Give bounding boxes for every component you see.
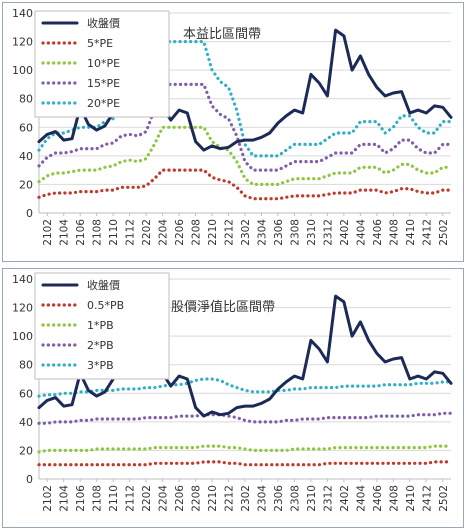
series-line-1: [37, 460, 453, 467]
x-tick-label: 2212: [224, 219, 236, 246]
x-tick-label: 2302: [240, 219, 252, 246]
x-tick-label: 2308: [289, 219, 301, 246]
series-line-0: [37, 28, 453, 152]
pe-band-chart: 0 20 40 60 80 100 120 140 2102 2104 2106 2108 2110 21…: [12, 7, 453, 246]
x-tick-label: 2102: [42, 219, 54, 246]
x-tick-label: 2206: [174, 485, 186, 512]
pe-band-chart-panel: 0 20 40 60 80 100 120 140 2102 2104 2106 2108 2110 21…: [2, 2, 464, 262]
x-tick-label: 2210: [207, 485, 219, 512]
x-tick-label: 2206: [174, 219, 186, 246]
chart-title: 本益比區間帶: [183, 27, 261, 42]
legend-label: 2*PB: [87, 339, 114, 352]
legend-label: 3*PB: [87, 359, 114, 372]
y-tick-label: 0: [26, 473, 33, 486]
x-tick-label: 2502: [438, 485, 450, 512]
x-tick-label: 2306: [273, 219, 285, 246]
legend-label: 20*PE: [87, 97, 120, 110]
x-tick-label: 2208: [191, 219, 203, 246]
x-tick-label: 2304: [256, 219, 268, 246]
x-tick-label: 2112: [125, 219, 137, 246]
pb-band-chart: 0 20 40 60 80 100 120 140 2102 2104 2106 2108 2110 21…: [12, 272, 453, 512]
x-tick-label: 2402: [339, 485, 351, 512]
x-tick-label: 2502: [438, 219, 450, 246]
legend-label: 5*PE: [87, 37, 113, 50]
y-tick-label: 20: [19, 444, 33, 457]
chart-title: 股價淨值比區間帶: [171, 299, 275, 315]
y-tick-label: 40: [19, 150, 33, 163]
legend-label: 收盤價: [87, 16, 120, 30]
x-tick-label: 2406: [372, 219, 384, 246]
x-tick-label: 2312: [322, 219, 334, 246]
x-tick-label: 2212: [224, 485, 236, 512]
x-tick-label: 2404: [355, 219, 367, 246]
x-tick-label: 2106: [75, 219, 87, 246]
x-tick-label: 2204: [158, 219, 170, 246]
x-tick-label: 2208: [191, 485, 203, 512]
y-tick-label: 100: [12, 330, 33, 343]
pb-band-chart-panel: 0 20 40 60 80 100 120 140 2102 2104 2106 2108 2110 21…: [2, 268, 464, 528]
y-tick-label: 80: [19, 93, 33, 106]
x-tick-label: 2408: [388, 219, 400, 246]
y-tick-label: 40: [19, 416, 33, 429]
x-tick-label: 2410: [405, 485, 417, 512]
y-tick-label: 140: [12, 7, 33, 20]
x-tick-label: 2406: [372, 485, 384, 512]
x-tick-label: 2210: [207, 219, 219, 246]
x-tick-label: 2310: [306, 485, 318, 512]
series-line-3: [37, 82, 453, 172]
x-tick-label: 2310: [306, 219, 318, 246]
y-tick-label: 0: [26, 207, 33, 220]
x-tick-label: 2304: [256, 485, 268, 512]
x-tick-label: 2202: [141, 219, 153, 246]
legend-label: 10*PE: [87, 57, 120, 70]
x-tick-label: 2102: [42, 485, 54, 512]
series-line-1: [37, 168, 453, 201]
x-tick-label: 2410: [405, 219, 417, 246]
y-tick-label: 80: [19, 359, 33, 372]
x-tick-label: 2408: [388, 485, 400, 512]
x-tick-label: 2112: [125, 485, 137, 512]
x-tick-label: 2110: [108, 219, 120, 246]
x-tick-label: 2302: [240, 485, 252, 512]
x-tick-label: 2308: [289, 485, 301, 512]
x-tick-label: 2412: [421, 485, 433, 512]
x-tick-label: 2104: [59, 219, 71, 246]
series-line-3: [37, 411, 453, 425]
y-tick-label: 60: [19, 121, 33, 134]
y-tick-label: 120: [12, 302, 33, 315]
legend-box: [34, 272, 170, 380]
y-tick-label: 140: [12, 273, 33, 286]
y-tick-label: 20: [19, 178, 33, 191]
x-tick-label: 2312: [322, 485, 334, 512]
legend-label: 收盤價: [87, 278, 120, 292]
x-tick-label: 2402: [339, 219, 351, 246]
y-tick-label: 60: [19, 387, 33, 400]
x-tick-label: 2108: [92, 485, 104, 512]
y-tick-label: 100: [12, 64, 33, 77]
x-tick-label: 2412: [421, 219, 433, 246]
y-tick-label: 120: [12, 36, 33, 49]
x-tick-label: 2108: [92, 219, 104, 246]
x-tick-label: 2404: [355, 485, 367, 512]
series-line-0: [37, 294, 453, 418]
legend-label: 15*PE: [87, 77, 120, 90]
x-tick-label: 2110: [108, 485, 120, 512]
x-tick-label: 2106: [75, 485, 87, 512]
x-tick-label: 2104: [59, 485, 71, 512]
legend-label: 0.5*PB: [87, 299, 124, 312]
x-tick-label: 2306: [273, 485, 285, 512]
legend-label: 1*PB: [87, 319, 114, 332]
x-tick-label: 2204: [158, 485, 170, 512]
series-line-4: [37, 377, 453, 398]
series-line-2: [37, 444, 453, 454]
legend-box: [34, 10, 170, 118]
x-tick-label: 2202: [141, 485, 153, 512]
